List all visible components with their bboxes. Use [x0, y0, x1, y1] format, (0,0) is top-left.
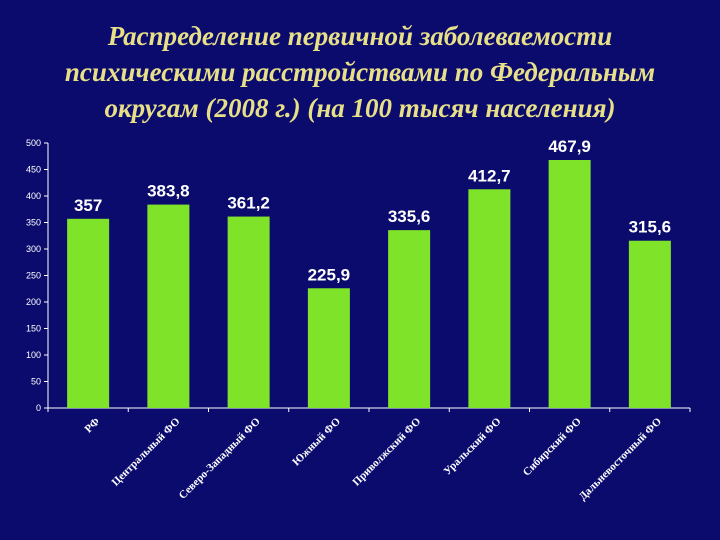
- y-tick-label: 0: [36, 403, 41, 413]
- y-tick-label: 200: [26, 297, 41, 307]
- y-tick-label: 450: [26, 165, 41, 175]
- category-label: Центральный ФО: [110, 415, 183, 488]
- y-tick-label: 400: [26, 191, 41, 201]
- category-label: Дальневосточный ФО: [577, 415, 665, 503]
- title-line-1: Распределение первичной заболеваемости: [107, 21, 613, 51]
- category-label: Южный ФО: [290, 415, 343, 468]
- y-axis-ticks: 0 50 100 150 200 250 300 350 400 450 500: [26, 138, 48, 413]
- bar: [227, 216, 270, 408]
- data-label: 383,8: [147, 182, 190, 201]
- y-tick-label: 300: [26, 244, 41, 254]
- y-tick-label: 250: [26, 271, 41, 281]
- category-label: Северо-Западный ФО: [177, 415, 263, 501]
- bar: [548, 160, 591, 408]
- data-label: 361,2: [227, 194, 270, 213]
- y-tick-label: 350: [26, 218, 41, 228]
- title-line-2: психическими расстройствами по Федеральн…: [64, 57, 656, 87]
- y-tick-label: 500: [26, 138, 41, 148]
- data-label: 467,9: [548, 137, 591, 156]
- category-label: Уральский ФО: [442, 415, 504, 477]
- x-axis-ticks: [47, 408, 691, 412]
- category-label: Сибирский ФО: [521, 415, 584, 478]
- bar: [307, 288, 350, 408]
- page-title: Распределение первичной заболеваемости п…: [20, 18, 700, 126]
- data-label: 225,9: [308, 265, 351, 284]
- y-tick-label: 150: [26, 324, 41, 334]
- bar: [468, 189, 511, 408]
- data-label: 335,6: [388, 207, 431, 226]
- bar: [147, 204, 190, 408]
- bar: [67, 218, 110, 408]
- data-label: 315,6: [629, 218, 672, 237]
- bar: [388, 230, 431, 408]
- value-labels: 357 383,8 361,2 225,9 335,6 412,7 467,9 315,6: [74, 137, 671, 284]
- data-label: 357: [74, 196, 102, 215]
- y-tick-label: 100: [26, 350, 41, 360]
- y-tick-label: 50: [31, 377, 41, 387]
- title-line-3: округам (2008 г.) (на 100 тысяч населени…: [104, 93, 616, 123]
- category-label: Приволжский ФО: [350, 415, 423, 488]
- bars: [67, 160, 671, 408]
- category-label: РФ: [82, 415, 102, 435]
- bar: [628, 240, 671, 408]
- data-label: 412,7: [468, 166, 511, 185]
